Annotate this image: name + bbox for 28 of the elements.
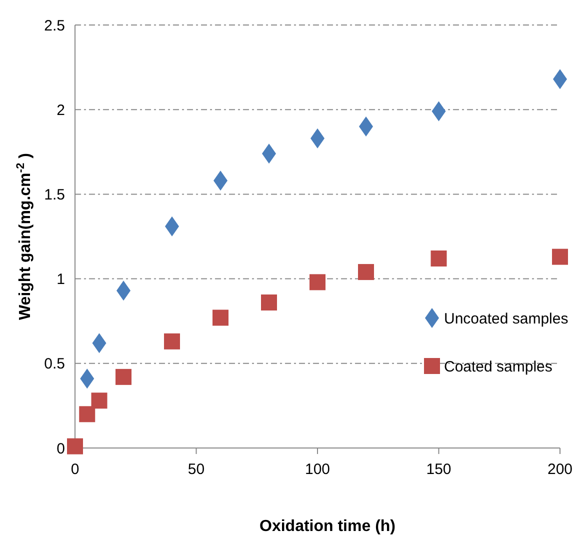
x-tick-label: 100 (304, 461, 330, 478)
point (79, 406, 96, 422)
x-axis-title: Oxidation time (h) (260, 518, 396, 535)
y-tick-label: 2.5 (44, 17, 65, 34)
x-tick-label: 150 (426, 461, 452, 478)
point (67, 438, 83, 454)
point (430, 250, 447, 266)
point (212, 310, 228, 326)
y-tick-label: 2 (56, 102, 65, 119)
point (164, 333, 180, 350)
y-tick-label: 1 (56, 271, 65, 288)
point (116, 368, 132, 385)
legend-label: Uncoated samples (444, 310, 568, 328)
y-tick-label: 0 (56, 440, 65, 458)
point (91, 392, 108, 409)
point (432, 101, 446, 122)
point (358, 264, 374, 280)
legend-label: Coated samples (444, 358, 552, 376)
point (310, 274, 326, 290)
point (80, 368, 94, 389)
x-tick-label: 0 (70, 461, 80, 478)
x-tick-label: 50 (188, 461, 205, 478)
y-tick-label: 1.5 (44, 186, 65, 204)
point (92, 333, 106, 354)
point (261, 294, 277, 310)
x-tick-label: 200 (547, 461, 573, 478)
y-tick-label: 0.5 (44, 356, 65, 373)
point (552, 248, 568, 265)
